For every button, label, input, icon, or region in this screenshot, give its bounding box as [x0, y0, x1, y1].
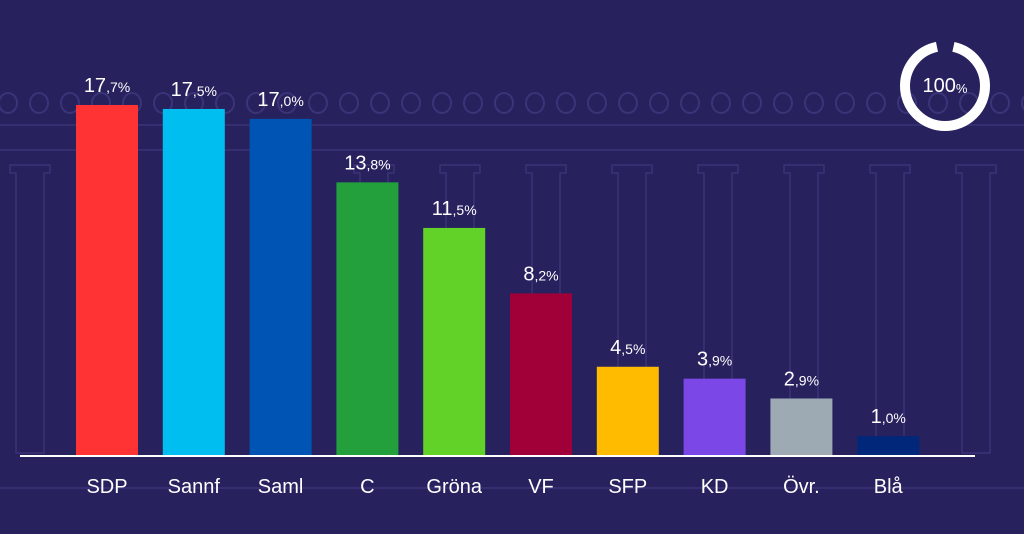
pattern-ring — [60, 92, 80, 114]
pattern-ring — [494, 92, 514, 114]
pattern-ring — [928, 92, 948, 114]
pattern-ring — [556, 92, 576, 114]
bar-vf — [510, 293, 572, 456]
category-label: VF — [528, 476, 554, 498]
pattern-ring — [246, 92, 266, 114]
bar-sfp — [596, 366, 659, 456]
category-label: KD — [701, 476, 729, 498]
pattern-ring — [649, 92, 669, 114]
pattern-ring — [990, 92, 1010, 114]
pattern-ring — [680, 92, 700, 114]
pattern-ring — [866, 92, 886, 114]
category-label: Sannf — [168, 476, 221, 498]
category-label: Övr. — [783, 476, 820, 498]
progress-readout: 100% — [899, 40, 991, 132]
bar-grna — [423, 227, 486, 456]
value-label: 1,0% — [871, 406, 906, 428]
bar-c — [336, 182, 399, 456]
pattern-ring — [308, 92, 328, 114]
category-label: C — [360, 476, 374, 498]
progress-ring — [900, 41, 990, 131]
category-label: Saml — [258, 476, 304, 498]
pattern-ring — [215, 92, 235, 114]
value-label: 17,7% — [84, 75, 130, 97]
category-label: SDP — [86, 476, 127, 498]
pattern-ring — [742, 92, 762, 114]
value-label: 8,2% — [523, 263, 558, 285]
value-label: 2,9% — [784, 368, 819, 390]
pattern-ring — [370, 92, 390, 114]
pattern-ring — [1021, 95, 1024, 111]
category-label: Gröna — [426, 476, 482, 498]
bar-sdp — [76, 105, 138, 456]
value-label: 4,5% — [610, 337, 645, 359]
pattern-ring — [0, 92, 18, 114]
progress-unit: % — [955, 80, 968, 96]
value-labels-group: 17,7% 17,5% 17,0% 13,8% 11,5% 8,2% 4,5% 3,9% 2,9… — [84, 75, 906, 428]
value-label: 13,8% — [344, 152, 390, 174]
pattern-column — [955, 164, 997, 454]
bar-sannf — [162, 108, 225, 457]
pattern-ring — [277, 92, 297, 114]
category-label: SFP — [608, 476, 647, 498]
bars-group — [76, 105, 920, 457]
pattern-ring — [711, 92, 731, 114]
pattern-ring — [401, 92, 421, 114]
pattern-ring — [29, 92, 49, 114]
pattern-ring — [463, 92, 483, 114]
value-label: 3,9% — [697, 349, 732, 371]
value-label: 17,5% — [171, 79, 217, 101]
pattern-ring — [339, 92, 359, 114]
pattern-ring — [618, 92, 638, 114]
category-label: Blå — [874, 476, 904, 498]
category-labels-group: SDP Sannf Saml C Gröna VF SFP KD Övr. Blå — [86, 476, 903, 498]
progress-ring-arc — [900, 41, 990, 131]
bar-kd — [683, 378, 746, 456]
pattern-ring — [835, 92, 855, 114]
bar-vr — [770, 398, 833, 456]
bar-saml — [249, 118, 312, 457]
pattern-ring — [432, 92, 452, 114]
bar-bl — [857, 436, 920, 456]
value-label: 17,0% — [257, 89, 303, 111]
pattern-ring — [804, 92, 824, 114]
pattern-column — [9, 164, 51, 454]
value-label: 11,5% — [432, 198, 477, 220]
pattern-ring — [525, 92, 545, 114]
pattern-ring — [587, 92, 607, 114]
progress-value: 100 — [922, 74, 956, 97]
pattern-ring — [773, 92, 793, 114]
